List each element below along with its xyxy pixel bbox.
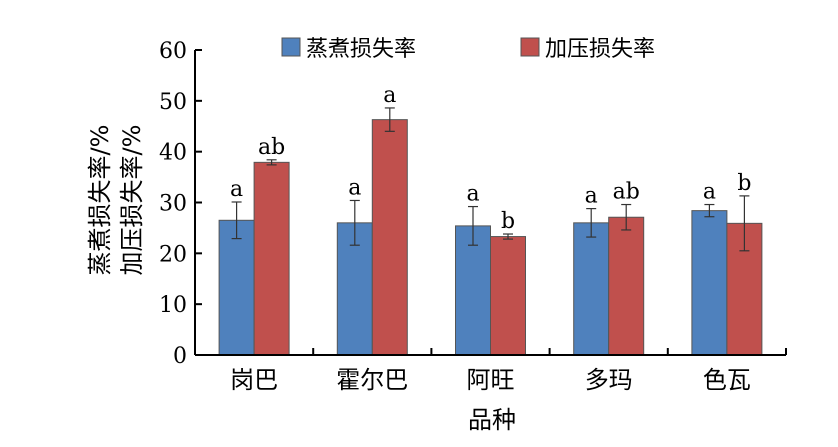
bar-pressure xyxy=(608,216,645,356)
x-axis-title: 品种 xyxy=(468,406,516,434)
x-tick-label: 霍尔巴 xyxy=(336,366,408,394)
y-tick-label: 0 xyxy=(173,344,187,369)
bar-steam xyxy=(218,219,255,356)
bar-pressure xyxy=(371,119,408,356)
x-axis-ticks: 岗巴 霍尔巴 阿旺 多玛 色瓦 xyxy=(194,348,787,394)
bar-steam xyxy=(691,210,728,356)
y-tick-label: 20 xyxy=(159,242,187,267)
y-axis-title-line-2: 加压损失率/% xyxy=(118,125,146,276)
y-axis-title: 蒸煮损失率/% 加压损失率/% xyxy=(86,125,146,276)
legend-swatch-0 xyxy=(281,37,301,57)
legend-label-1: 加压损失率 xyxy=(545,37,655,62)
significance-label: b xyxy=(501,209,515,234)
significance-label: a xyxy=(348,175,361,200)
x-tick-label: 阿旺 xyxy=(467,366,515,394)
significance-label: ab xyxy=(613,180,640,205)
significance-label: b xyxy=(737,171,751,196)
x-tick-label: 多玛 xyxy=(585,366,633,394)
y-tick-label: 30 xyxy=(159,192,187,217)
bar-pressure xyxy=(253,161,290,356)
significance-label: a xyxy=(230,177,243,202)
bar-steam xyxy=(573,222,610,356)
significance-label: a xyxy=(585,184,598,209)
legend-swatch-1 xyxy=(520,37,540,57)
y-tick-label: 10 xyxy=(159,293,187,318)
y-tick-label: 50 xyxy=(159,90,187,115)
significance-label: a xyxy=(466,182,479,207)
significance-label: ab xyxy=(258,135,285,160)
legend-label-0: 蒸煮损失率 xyxy=(306,37,416,62)
y-tick-label: 40 xyxy=(159,141,187,166)
legend: 蒸煮损失率 加压损失率 xyxy=(281,37,655,62)
significance-label: a xyxy=(703,180,716,205)
y-tick-label: 60 xyxy=(159,39,187,64)
bar-pressure xyxy=(490,236,526,356)
x-tick-label: 色瓦 xyxy=(703,366,751,394)
x-tick-label: 岗巴 xyxy=(230,366,278,394)
significance-label: a xyxy=(383,83,396,108)
y-axis-title-line-1: 蒸煮损失率/% xyxy=(86,125,114,276)
y-axis-ticks: 0 10 20 30 40 50 60 xyxy=(159,39,202,369)
